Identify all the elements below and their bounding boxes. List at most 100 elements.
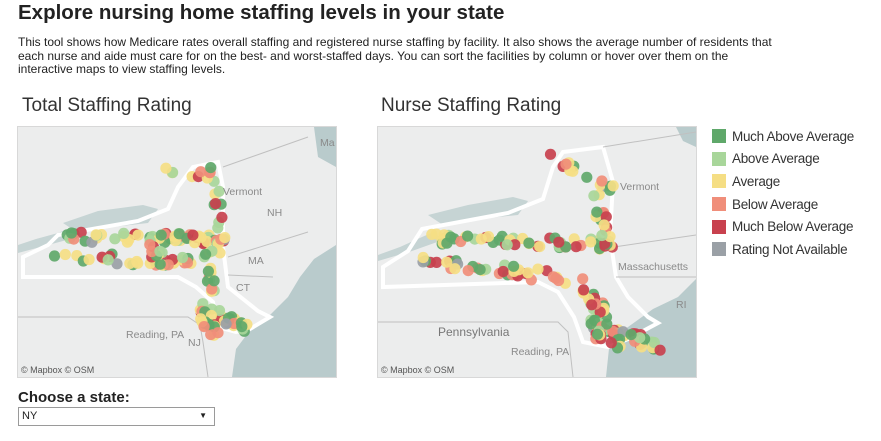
facility-marker[interactable] [146, 245, 158, 258]
facility-marker[interactable] [75, 226, 87, 238]
state-selector-label: Choose a state: [18, 389, 130, 406]
facility-marker[interactable] [213, 185, 225, 197]
facility-marker[interactable] [585, 318, 597, 330]
facility-marker[interactable] [201, 235, 213, 248]
legend-item-below[interactable]: Below Average [712, 193, 854, 216]
facility-marker[interactable] [202, 265, 214, 277]
facility-marker[interactable] [124, 257, 136, 269]
facility-marker[interactable] [154, 258, 166, 270]
facility-marker[interactable] [173, 228, 185, 240]
legend-swatch [712, 129, 726, 144]
map-label-nh: NH [267, 207, 283, 219]
facility-marker[interactable] [634, 332, 646, 344]
map-label-ct: CT [236, 282, 250, 294]
facility-marker[interactable] [65, 227, 78, 239]
facility-marker[interactable] [560, 158, 572, 170]
facility-marker[interactable] [534, 241, 546, 253]
facility-marker[interactable] [212, 222, 224, 234]
facility-marker[interactable] [187, 229, 199, 241]
facility-marker[interactable] [155, 229, 167, 241]
state-select-value: NY [22, 410, 38, 422]
facility-marker[interactable] [654, 344, 666, 356]
facility-marker[interactable] [236, 321, 248, 333]
facility-marker[interactable] [449, 263, 461, 275]
facility-marker[interactable] [598, 219, 610, 231]
legend-swatch [712, 174, 726, 189]
facility-marker[interactable] [522, 267, 534, 279]
facility-marker[interactable] [132, 229, 144, 241]
facility-marker[interactable] [205, 162, 217, 174]
facility-marker[interactable] [426, 228, 438, 240]
legend-label: Much Above Average [732, 128, 854, 144]
facility-marker[interactable] [577, 273, 589, 285]
facility-marker[interactable] [508, 260, 520, 272]
facility-marker[interactable] [83, 253, 95, 266]
facility-marker[interactable] [570, 241, 582, 253]
facility-marker[interactable] [544, 148, 557, 160]
facility-marker[interactable] [591, 328, 604, 340]
facility-marker[interactable] [596, 229, 608, 242]
facility-marker[interactable] [132, 257, 144, 269]
facility-marker[interactable] [625, 329, 637, 341]
facility-marker[interactable] [48, 250, 61, 262]
facility-marker[interactable] [200, 248, 212, 260]
facility-marker[interactable] [219, 232, 231, 244]
facility-marker[interactable] [59, 248, 71, 261]
map-label-ri: RI [676, 299, 687, 311]
facility-marker[interactable] [118, 227, 130, 239]
facility-marker[interactable] [195, 166, 207, 178]
facility-marker[interactable] [474, 264, 486, 276]
facility-marker[interactable] [220, 318, 232, 330]
facility-marker[interactable] [581, 171, 593, 183]
facility-marker[interactable] [90, 229, 102, 241]
facility-marker[interactable] [162, 259, 174, 271]
facility-marker[interactable] [547, 271, 559, 283]
facility-marker[interactable] [585, 236, 597, 248]
facility-marker[interactable] [532, 263, 544, 275]
total-staffing-title: Total Staffing Rating [22, 95, 192, 116]
facility-marker[interactable] [553, 236, 565, 248]
facility-marker[interactable] [109, 233, 121, 245]
total-map-canvas [18, 127, 336, 377]
nurse-staffing-map[interactable]: Vermont Massachusetts RI Pennsylvania Re… [377, 126, 697, 378]
map-credit: © Mapbox © OSM [21, 365, 95, 375]
facility-marker[interactable] [501, 239, 513, 251]
facility-marker[interactable] [475, 233, 487, 245]
facility-marker[interactable] [431, 256, 443, 268]
facility-marker[interactable] [212, 327, 224, 339]
facility-marker[interactable] [497, 265, 509, 278]
facility-marker[interactable] [605, 337, 617, 349]
facility-marker[interactable] [441, 237, 453, 249]
facility-marker[interactable] [102, 254, 114, 266]
facility-marker[interactable] [213, 305, 226, 317]
facility-marker[interactable] [601, 318, 613, 330]
facility-marker[interactable] [154, 245, 166, 257]
legend-item-much-above[interactable]: Much Above Average [712, 125, 854, 148]
facility-marker[interactable] [591, 206, 603, 218]
facility-marker[interactable] [648, 336, 660, 349]
total-staffing-map[interactable]: Ma Vermont NH MA CT Reading, PA NJ © Map… [17, 126, 337, 378]
facility-marker[interactable] [210, 198, 222, 210]
facility-marker[interactable] [160, 162, 172, 174]
legend-item-average[interactable]: Average [712, 170, 854, 193]
facility-marker[interactable] [208, 275, 220, 287]
facility-marker[interactable] [523, 237, 535, 249]
facility-marker[interactable] [176, 251, 189, 264]
facility-marker[interactable] [462, 265, 474, 277]
facility-marker[interactable] [596, 175, 608, 187]
facility-marker[interactable] [216, 211, 228, 223]
facility-marker[interactable] [462, 230, 474, 242]
legend-item-not-available[interactable]: Rating Not Available [712, 238, 854, 261]
facility-marker[interactable] [588, 190, 600, 202]
facility-marker[interactable] [198, 321, 210, 333]
facility-marker[interactable] [578, 284, 590, 296]
map-label-massachusetts: Massachusetts [618, 261, 689, 273]
legend-item-above[interactable]: Above Average [712, 148, 854, 171]
facility-marker[interactable] [111, 258, 123, 270]
legend-item-much-below[interactable]: Much Below Average [712, 215, 854, 238]
state-select[interactable]: NY ▼ [18, 407, 215, 426]
facility-marker[interactable] [607, 180, 619, 192]
facility-marker[interactable] [417, 251, 429, 264]
facility-marker[interactable] [441, 256, 453, 268]
facility-marker[interactable] [586, 299, 598, 311]
